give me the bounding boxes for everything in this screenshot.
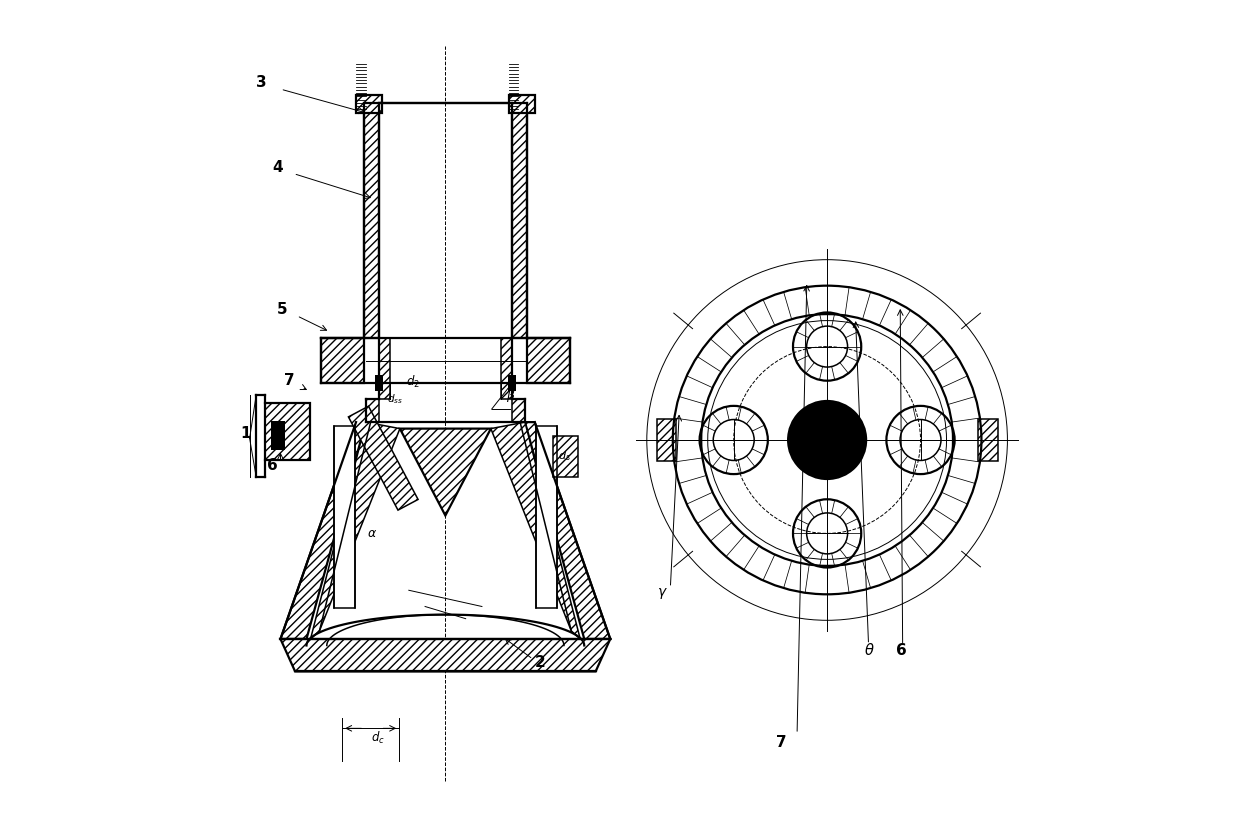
Text: $d_2$: $d_2$ xyxy=(405,373,419,390)
Polygon shape xyxy=(356,95,382,112)
Polygon shape xyxy=(491,422,580,639)
Text: $\beta$: $\beta$ xyxy=(506,387,516,404)
Polygon shape xyxy=(525,422,610,639)
Polygon shape xyxy=(508,95,534,112)
Text: $\theta$: $\theta$ xyxy=(864,642,874,659)
Polygon shape xyxy=(527,338,569,383)
Text: $\gamma$: $\gamma$ xyxy=(657,586,668,601)
Text: 4: 4 xyxy=(273,160,283,175)
Text: 2: 2 xyxy=(534,655,546,671)
Polygon shape xyxy=(280,639,610,672)
Polygon shape xyxy=(366,399,378,422)
Bar xyxy=(536,426,557,608)
Polygon shape xyxy=(265,403,310,460)
Bar xyxy=(334,426,355,608)
Text: $d_{ss}$: $d_{ss}$ xyxy=(387,393,403,407)
Polygon shape xyxy=(501,338,512,399)
Text: 1: 1 xyxy=(239,426,250,442)
Polygon shape xyxy=(553,436,578,477)
Polygon shape xyxy=(656,419,676,461)
Polygon shape xyxy=(310,422,399,639)
Text: 6: 6 xyxy=(267,458,278,473)
Polygon shape xyxy=(512,103,527,338)
Polygon shape xyxy=(321,338,365,383)
Polygon shape xyxy=(365,103,378,338)
Bar xyxy=(508,375,516,391)
Polygon shape xyxy=(978,419,998,461)
Polygon shape xyxy=(512,399,525,422)
Text: $d_s$: $d_s$ xyxy=(558,449,572,463)
Polygon shape xyxy=(348,406,418,510)
Text: 7: 7 xyxy=(776,735,786,750)
Text: $\alpha$: $\alpha$ xyxy=(367,527,377,540)
Circle shape xyxy=(789,401,866,479)
Bar xyxy=(270,421,285,450)
Text: 5: 5 xyxy=(278,302,288,317)
Bar xyxy=(374,375,383,391)
Polygon shape xyxy=(280,422,366,639)
Polygon shape xyxy=(378,338,391,399)
Text: 7: 7 xyxy=(284,372,294,388)
Text: 3: 3 xyxy=(257,75,267,90)
Polygon shape xyxy=(399,429,491,516)
Text: $d_c$: $d_c$ xyxy=(371,730,384,747)
Text: 6: 6 xyxy=(897,643,906,659)
